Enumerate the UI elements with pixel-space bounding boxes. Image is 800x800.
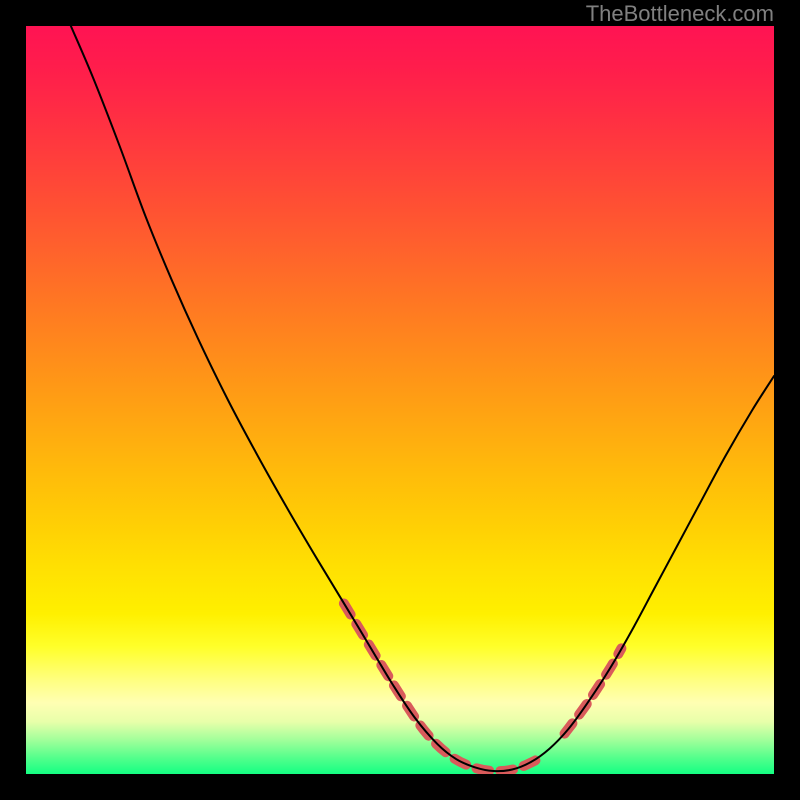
watermark-text: TheBottleneck.com [586,1,774,27]
chart-frame: TheBottleneck.com [0,0,800,800]
bottleneck-chart [0,0,800,800]
